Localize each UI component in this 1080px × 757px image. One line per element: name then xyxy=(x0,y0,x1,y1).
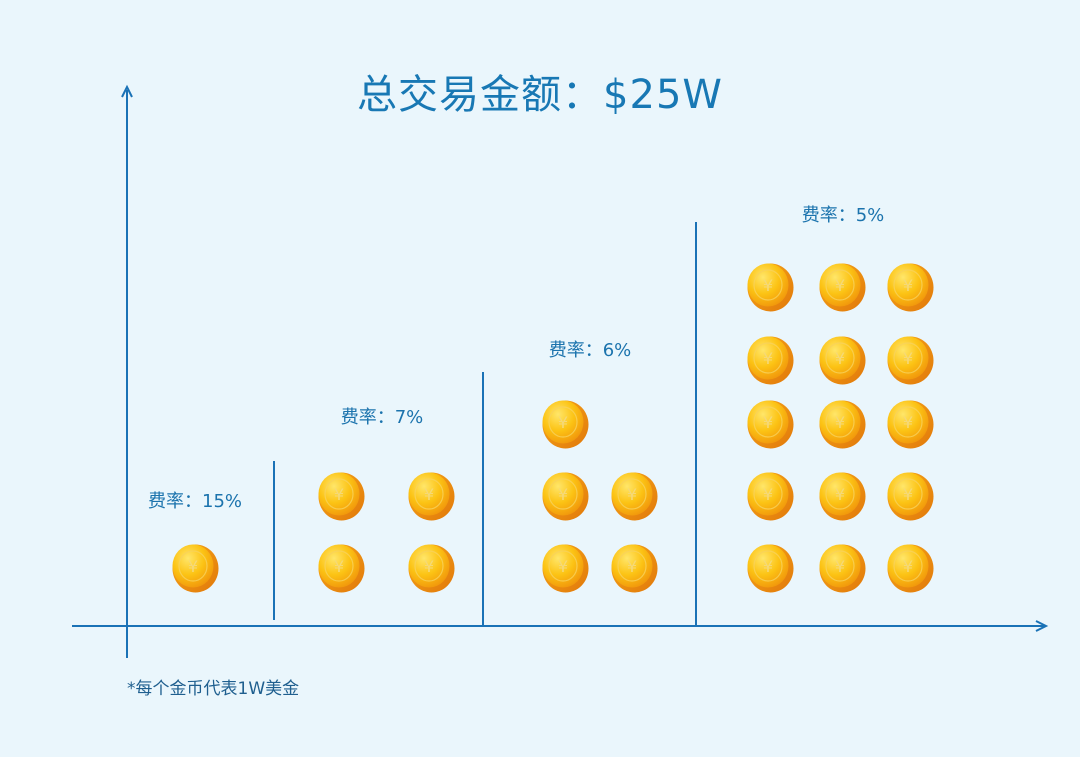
coin-symbol-icon: ¥ xyxy=(903,413,913,432)
tier-4-coin-icon: ¥ xyxy=(747,400,794,449)
tier-4-coin-icon: ¥ xyxy=(819,544,866,593)
footnote: *每个金币代表1W美金 xyxy=(127,679,300,699)
tier-3-coin-icon: ¥ xyxy=(542,472,589,521)
y-axis-arrow xyxy=(121,84,133,98)
coin-symbol-icon: ¥ xyxy=(424,485,434,504)
coin-symbol-icon: ¥ xyxy=(763,349,773,368)
coin-group: ¥ ¥ ¥ ¥ ¥ ¥ ¥ ¥ ¥ ¥ ¥ ¥ ¥ ¥ ¥ ¥ ¥ ¥ ¥ ¥ ¥ ¥ ¥ ¥ ¥ xyxy=(172,263,934,593)
coin-symbol-icon: ¥ xyxy=(558,413,568,432)
coin-symbol-icon: ¥ xyxy=(558,557,568,576)
tier-2-rate-label: 费率：7% xyxy=(340,407,424,428)
tier-4-coin-icon: ¥ xyxy=(887,336,934,385)
coin-symbol-icon: ¥ xyxy=(763,276,773,295)
tier-4-coin-icon: ¥ xyxy=(747,336,794,385)
tier-4-rate-label: 费率：5% xyxy=(801,205,885,226)
coin-symbol-icon: ¥ xyxy=(558,485,568,504)
tier-4-coin-icon: ¥ xyxy=(887,263,934,312)
coin-symbol-icon: ¥ xyxy=(835,413,845,432)
tier-1-rate-label: 费率：15% xyxy=(147,491,243,512)
tier-4-coin-icon: ¥ xyxy=(747,472,794,521)
x-axis-arrow xyxy=(1035,620,1049,632)
tier-3-coin-icon: ¥ xyxy=(611,544,658,593)
tier-4-coin-icon: ¥ xyxy=(819,263,866,312)
coin-symbol-icon: ¥ xyxy=(903,276,913,295)
coin-symbol-icon: ¥ xyxy=(763,557,773,576)
coin-symbol-icon: ¥ xyxy=(903,557,913,576)
tier-4-coin-icon: ¥ xyxy=(887,400,934,449)
tier-4-coin-icon: ¥ xyxy=(819,472,866,521)
coin-symbol-icon: ¥ xyxy=(627,485,637,504)
coin-symbol-icon: ¥ xyxy=(627,557,637,576)
tier-3-coin-icon: ¥ xyxy=(611,472,658,521)
tier-4-coin-icon: ¥ xyxy=(887,544,934,593)
coin-symbol-icon: ¥ xyxy=(835,276,845,295)
tier-4-coin-icon: ¥ xyxy=(819,400,866,449)
coin-symbol-icon: ¥ xyxy=(334,557,344,576)
tier-2-coin-icon: ¥ xyxy=(318,472,365,521)
coin-symbol-icon: ¥ xyxy=(903,485,913,504)
tier-3-coin-icon: ¥ xyxy=(542,400,589,449)
diagram-title: 总交易金额：$25W xyxy=(357,72,723,118)
coin-symbol-icon: ¥ xyxy=(763,485,773,504)
tier-1-coin-icon: ¥ xyxy=(172,544,219,593)
tier-2-coin-icon: ¥ xyxy=(408,544,455,593)
tier-3-coin-icon: ¥ xyxy=(542,544,589,593)
coin-symbol-icon: ¥ xyxy=(903,349,913,368)
tier-4-coin-icon: ¥ xyxy=(747,263,794,312)
coin-symbol-icon: ¥ xyxy=(188,557,198,576)
coin-symbol-icon: ¥ xyxy=(835,557,845,576)
coin-symbol-icon: ¥ xyxy=(835,485,845,504)
tier-4-coin-icon: ¥ xyxy=(887,472,934,521)
tier-2-coin-icon: ¥ xyxy=(408,472,455,521)
tier-2-coin-icon: ¥ xyxy=(318,544,365,593)
coin-symbol-icon: ¥ xyxy=(835,349,845,368)
coin-symbol-icon: ¥ xyxy=(334,485,344,504)
coin-symbol-icon: ¥ xyxy=(424,557,434,576)
coin-symbol-icon: ¥ xyxy=(763,413,773,432)
tier-3-rate-label: 费率：6% xyxy=(548,340,632,361)
tier-4-coin-icon: ¥ xyxy=(819,336,866,385)
tier-4-coin-icon: ¥ xyxy=(747,544,794,593)
